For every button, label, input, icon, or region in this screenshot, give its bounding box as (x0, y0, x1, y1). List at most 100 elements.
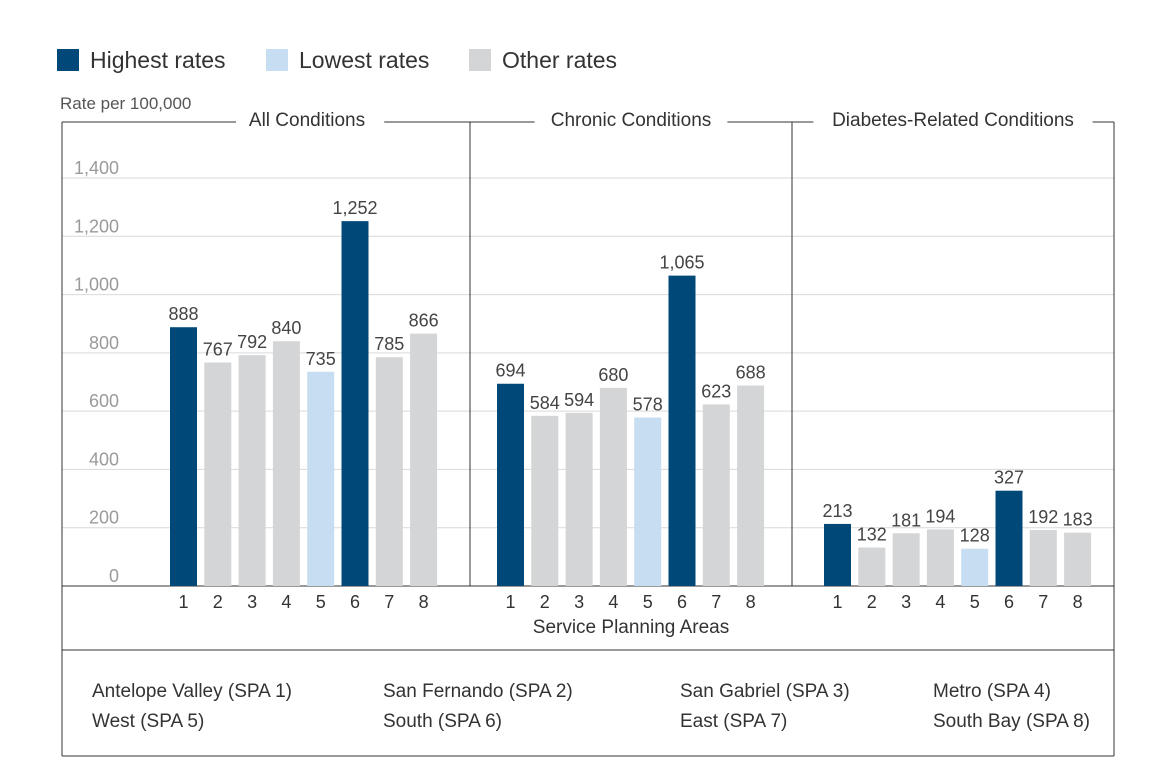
x-tick-label: 3 (247, 592, 257, 612)
x-tick-label: 2 (867, 592, 877, 612)
x-tick-label: 8 (746, 592, 756, 612)
spa-key-item: San Fernando (SPA 2) (383, 681, 573, 702)
x-tick-label: 7 (711, 592, 721, 612)
bar (1029, 530, 1057, 586)
spa-key-item: West (SPA 5) (92, 711, 204, 732)
panel-3: Diabetes-Related Conditions 213 1 132 2 181 3 1… (792, 110, 1114, 612)
bar (926, 529, 954, 586)
x-tick-label: 2 (213, 592, 223, 612)
bar-value-label: 594 (564, 390, 594, 410)
x-axis-label: Service Planning Areas (533, 617, 729, 638)
spa-key-item: Metro (SPA 4) (933, 681, 1051, 702)
bar (272, 341, 300, 586)
bar (204, 362, 232, 586)
bar (599, 387, 627, 586)
bar (410, 333, 438, 586)
legend-swatch-highest (57, 49, 79, 71)
bar (1064, 532, 1092, 586)
y-tick-label: 200 (89, 508, 119, 528)
y-axis-label: Rate per 100,000 (60, 94, 191, 113)
x-tick-label: 6 (1004, 592, 1014, 612)
x-tick-label: 4 (608, 592, 618, 612)
bar (892, 533, 920, 586)
bar (238, 355, 266, 586)
y-tick-label: 600 (89, 391, 119, 411)
bar-value-label: 327 (994, 468, 1024, 488)
bar (824, 523, 851, 586)
bar (668, 275, 696, 586)
x-tick-label: 3 (574, 592, 584, 612)
y-tick-label: 800 (89, 333, 119, 353)
bar-value-label: 194 (925, 506, 955, 526)
bar (995, 490, 1023, 586)
bar-value-label: 584 (530, 393, 560, 413)
y-tick-label: 0 (109, 566, 119, 586)
bar-value-label: 181 (891, 510, 921, 530)
bar-value-label: 694 (495, 361, 525, 381)
spa-key-item: Antelope Valley (SPA 1) (92, 681, 292, 702)
x-tick-label: 2 (540, 592, 550, 612)
bar (531, 415, 559, 586)
x-tick-label: 5 (643, 592, 653, 612)
bar-value-label: 213 (822, 501, 852, 521)
gridlines (62, 177, 1114, 529)
bar (961, 548, 989, 586)
bar-value-label: 128 (960, 526, 990, 546)
x-tick-label: 1 (178, 592, 188, 612)
x-tick-label: 3 (901, 592, 911, 612)
x-tick-label: 8 (419, 592, 429, 612)
bar-value-label: 866 (409, 311, 439, 331)
x-tick-label: 1 (832, 592, 842, 612)
bar-value-label: 735 (306, 349, 336, 369)
spa-key-item: East (SPA 7) (680, 711, 787, 732)
bar (307, 371, 335, 586)
x-tick-label: 4 (281, 592, 291, 612)
panel-title: Diabetes-Related Conditions (832, 110, 1074, 131)
bar (858, 547, 886, 586)
x-tick-label: 7 (1038, 592, 1048, 612)
x-tick-label: 5 (970, 592, 980, 612)
legend-swatch-other (469, 49, 491, 71)
bar-value-label: 578 (633, 395, 663, 415)
bar-value-label: 1,065 (659, 253, 704, 273)
bar-value-label: 192 (1028, 507, 1058, 527)
bar (565, 412, 593, 586)
x-tick-label: 8 (1073, 592, 1083, 612)
bar-value-label: 888 (168, 304, 198, 324)
x-tick-label: 4 (935, 592, 945, 612)
bar (170, 327, 197, 586)
panel-title: Chronic Conditions (551, 110, 712, 131)
spa-key-item: San Gabriel (SPA 3) (680, 681, 850, 702)
bar-value-label: 767 (203, 339, 233, 359)
y-tick-label: 1,400 (74, 158, 119, 178)
panel-1: All Conditions 888 1 767 2 792 3 840 4 735 5 1,252 6… (168, 110, 470, 612)
y-tick-label: 400 (89, 449, 119, 469)
spa-key-item: South (SPA 6) (383, 711, 502, 732)
bar (497, 383, 524, 586)
y-tick-label: 1,000 (74, 275, 119, 295)
x-tick-label: 7 (384, 592, 394, 612)
x-tick-label: 6 (677, 592, 687, 612)
panel-title: All Conditions (249, 110, 365, 131)
bar (375, 357, 403, 586)
legend-label-other: Other rates (502, 47, 617, 73)
bar-value-label: 785 (374, 334, 404, 354)
bar-value-label: 183 (1063, 510, 1093, 530)
spa-key: Antelope Valley (SPA 1) San Fernando (SPA… (92, 681, 1090, 732)
bar-value-label: 792 (237, 332, 267, 352)
bar-value-label: 623 (701, 381, 731, 401)
x-tick-label: 1 (505, 592, 515, 612)
bar-value-label: 688 (736, 362, 766, 382)
bar (341, 221, 369, 587)
bar (702, 404, 730, 586)
legend-label-highest: Highest rates (90, 47, 226, 73)
x-tick-label: 5 (316, 592, 326, 612)
legend-swatch-lowest (266, 49, 288, 71)
x-tick-label: 6 (350, 592, 360, 612)
panel-2: Chronic Conditions 694 1 584 2 594 3 680 4 578 5 1,… (470, 110, 792, 612)
bar-value-label: 1,252 (332, 198, 377, 218)
spa-key-item: South Bay (SPA 8) (933, 711, 1090, 732)
legend-label-lowest: Lowest rates (299, 47, 429, 73)
bar-value-label: 840 (271, 318, 301, 338)
